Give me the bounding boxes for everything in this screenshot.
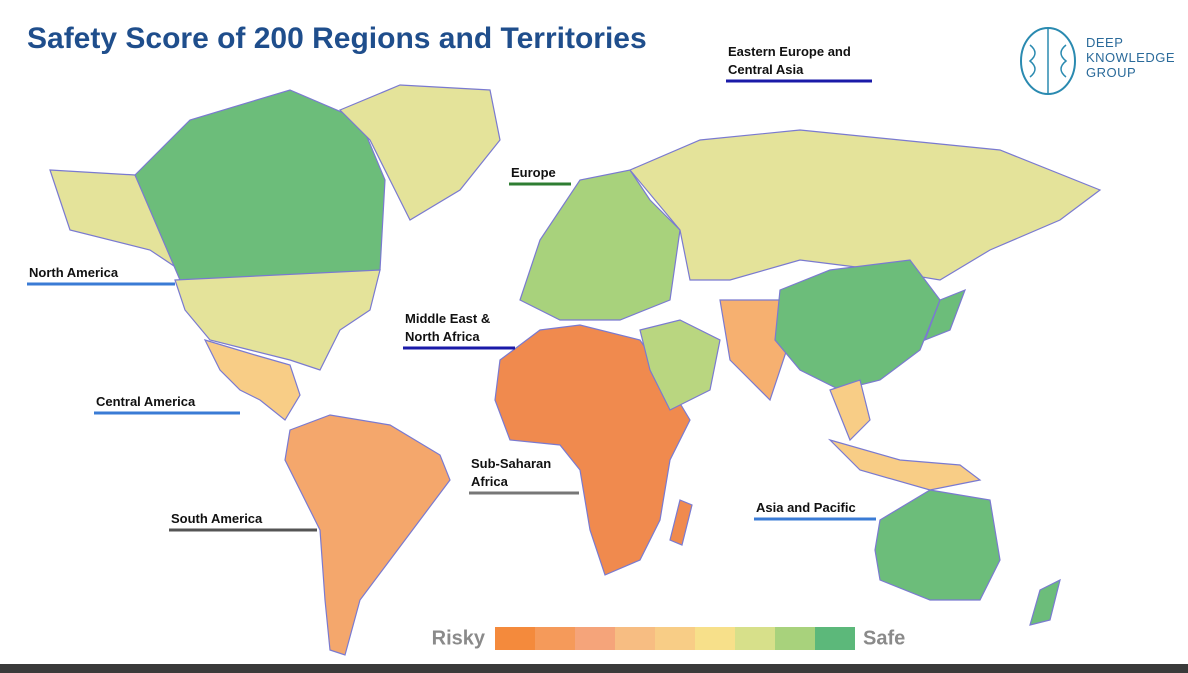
- logo-text: DEEP: [1086, 35, 1123, 50]
- logo-text: KNOWLEDGE: [1086, 50, 1175, 65]
- region-label: Eastern Europe and: [728, 44, 851, 59]
- region-label: Central America: [96, 394, 196, 409]
- continents: [49, 84, 1102, 656]
- legend-swatch: [615, 627, 655, 650]
- africa: [494, 324, 691, 576]
- canada: [134, 89, 386, 291]
- russia-central-asia: [629, 129, 1102, 281]
- legend-swatch: [575, 627, 615, 650]
- region-label: Central Asia: [728, 62, 804, 77]
- logo: [1020, 27, 1076, 95]
- region-label: North Africa: [405, 329, 480, 344]
- legend-swatch: [495, 627, 535, 650]
- legend-swatch: [695, 627, 735, 650]
- legend-swatch: [775, 627, 815, 650]
- region-label: South America: [171, 511, 263, 526]
- legend-swatch: [535, 627, 575, 650]
- usa: [174, 269, 381, 371]
- madagascar: [669, 499, 693, 546]
- region-label: Africa: [471, 474, 509, 489]
- legend-swatch: [655, 627, 695, 650]
- region-label: Asia and Pacific: [756, 500, 856, 515]
- new-zealand: [1029, 578, 1061, 626]
- middle-east: [639, 319, 721, 411]
- legend-swatch: [815, 627, 855, 650]
- legend-high-label: Safe: [863, 627, 905, 649]
- southeast-asia: [829, 379, 871, 442]
- page-title: Safety Score of 200 Regions and Territor…: [27, 22, 647, 55]
- legend-low-label: Risky: [432, 627, 486, 649]
- bottom-bar: [0, 664, 1188, 673]
- logo-text: GROUP: [1086, 65, 1136, 80]
- china: [774, 259, 941, 391]
- region-label: North America: [29, 265, 119, 280]
- greenland: [338, 84, 501, 221]
- indonesia: [827, 438, 982, 491]
- legend-swatch: [735, 627, 775, 650]
- region-label: Sub-Saharan: [471, 456, 551, 471]
- australia: [874, 489, 1001, 601]
- europe: [519, 169, 681, 321]
- japan: [923, 288, 967, 342]
- region-label: Europe: [511, 165, 556, 180]
- logo-icon-detail: [1028, 44, 1068, 78]
- region-label: Middle East &: [405, 311, 490, 326]
- central-america: [203, 339, 301, 421]
- south-america: [284, 414, 451, 656]
